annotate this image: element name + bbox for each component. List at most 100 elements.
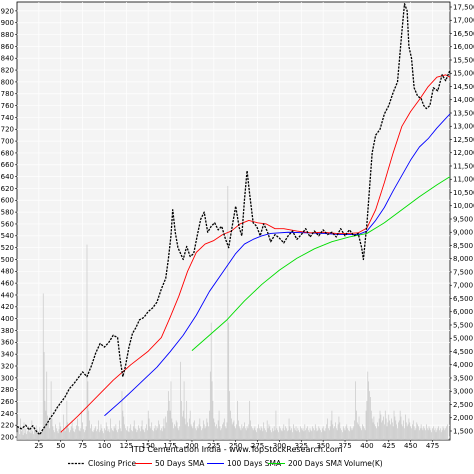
volume-bar (428, 426, 430, 440)
volume-bar (358, 416, 360, 440)
x-tick-label: 50 (56, 442, 65, 450)
volume-bar (342, 426, 344, 440)
volume-bar (407, 424, 409, 440)
volume-bar (244, 428, 246, 440)
volume-bar (254, 426, 256, 440)
volume-bar (253, 428, 255, 440)
volume-bar (50, 381, 52, 440)
volume-bar (27, 431, 28, 440)
volume-bar (432, 428, 433, 440)
volume-bar (72, 428, 74, 440)
volume-bar (76, 425, 77, 440)
volume-bar (355, 381, 356, 440)
volume-bar (447, 424, 448, 440)
y-right-tick-label: 2,000 (453, 414, 473, 422)
volume-bar (378, 418, 380, 440)
volume-bar (189, 410, 191, 440)
volume-bar (368, 381, 369, 440)
volume-bar (300, 428, 302, 440)
volume-bar (354, 420, 356, 440)
y-left-tick-label: 280 (1, 386, 14, 394)
volume-bar (114, 428, 116, 440)
volume-bar (174, 424, 175, 440)
volume-bar (20, 418, 21, 440)
volume-bar (149, 426, 151, 440)
legend-label: 100 Days SMA (227, 459, 282, 468)
series-50-days-sma (60, 74, 451, 433)
volume-bar (213, 418, 215, 440)
y-right-tick-label: 12,000 (453, 149, 474, 157)
volume-bar (91, 431, 93, 440)
volume-bar (159, 424, 160, 440)
volume-bar (398, 422, 399, 440)
volume-bar (285, 426, 286, 440)
volume-bar (402, 426, 404, 440)
volume-bar (70, 426, 72, 440)
y-left-tick-label: 520 (1, 244, 14, 252)
volume-bar (388, 414, 390, 440)
volume-bar (363, 428, 365, 440)
volume-bar (279, 428, 281, 440)
legend-swatch (338, 460, 340, 466)
x-tick-label: 375 (338, 442, 351, 450)
volume-bar (104, 428, 105, 440)
y-left-tick-label: 900 (1, 19, 14, 27)
volume-bar (93, 430, 95, 440)
x-tick-label: 100 (98, 442, 111, 450)
y-left-tick-label: 700 (1, 137, 14, 145)
volume-bar (272, 431, 274, 440)
x-tick-label: 425 (382, 442, 395, 450)
volume-bar (136, 432, 138, 440)
x-tick-label: 350 (316, 442, 329, 450)
x-tick-label: 225 (207, 442, 220, 450)
y-right-tick-label: 3,000 (453, 388, 473, 396)
y-right-tick-label: 3,500 (453, 374, 473, 382)
y-right-tick-label: 10,500 (453, 189, 474, 197)
x-tick-label: 150 (142, 442, 155, 450)
x-tick-label: 200 (185, 442, 198, 450)
volume-bar (183, 381, 185, 440)
volume-bar (204, 428, 206, 440)
volume-bar (256, 432, 258, 440)
volume-bar (48, 422, 49, 440)
volume-bar (433, 426, 434, 440)
volume-bar (349, 426, 351, 440)
volume-bar (187, 422, 188, 440)
volume-bar (446, 426, 447, 440)
volume-bar (54, 432, 55, 440)
y-left-tick-label: 220 (1, 422, 14, 430)
volume-bar (421, 428, 423, 440)
volume-bar (301, 430, 303, 440)
volume-bar (70, 430, 71, 440)
volume-bar (42, 293, 44, 440)
volume-bar (290, 430, 292, 440)
volume-bar (435, 432, 437, 440)
volume-bar (260, 426, 262, 440)
volume-bar (82, 422, 83, 440)
volume-bar (350, 428, 352, 440)
volume-bar (437, 428, 439, 440)
volume-bar (338, 416, 340, 440)
y-right-tick-label: 5,000 (453, 335, 473, 343)
volume-bar (397, 428, 398, 440)
volume-bar (94, 428, 96, 440)
volume-bar (325, 428, 327, 440)
y-right-tick-label: 14,000 (453, 96, 474, 104)
legend-label: Volume(K) (344, 459, 383, 468)
volume-bar (216, 424, 217, 440)
volume-bar (367, 371, 369, 440)
volume-bar (391, 418, 392, 440)
volume-bar (380, 414, 382, 440)
volume-bar (40, 434, 41, 440)
volume-bar (234, 426, 236, 440)
series-200-days-sma (191, 176, 451, 351)
volume-bar (344, 430, 346, 440)
volume-bar (223, 422, 224, 440)
legend-label: Closing Price (88, 459, 136, 468)
volume-bar (84, 430, 86, 440)
volume-bar (266, 420, 268, 440)
volume-bar (415, 428, 417, 440)
y-right-tick-label: 15,000 (453, 70, 474, 78)
volume-bar (336, 430, 338, 440)
volume-bar (91, 424, 92, 440)
